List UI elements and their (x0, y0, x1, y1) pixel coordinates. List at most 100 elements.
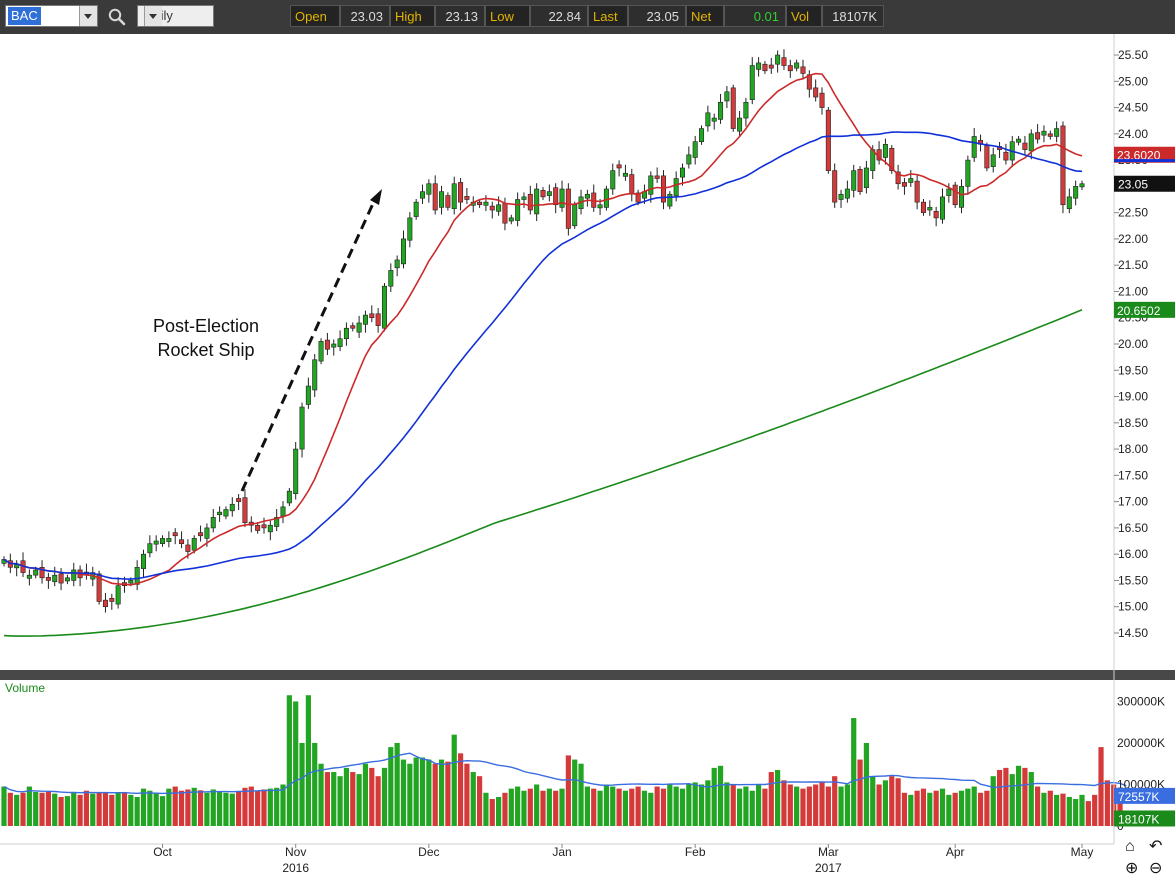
volume-bar (312, 742, 318, 826)
volume-bar (134, 796, 140, 826)
volume-bar (1028, 772, 1034, 826)
volume-bar (686, 784, 692, 826)
zoom-out-icon[interactable]: ⊖ (1149, 860, 1163, 877)
volume-bar (901, 792, 908, 826)
year-label: 2016 (282, 861, 309, 875)
candle (1066, 196, 1072, 210)
volume-panel-title: Volume (5, 681, 45, 695)
volume-bar (933, 790, 939, 826)
open-value: 23.03 (340, 5, 390, 27)
candle (445, 195, 451, 208)
candle (762, 63, 768, 72)
candle (343, 327, 349, 340)
price-volume-chart[interactable]: Post-Election Rocket Ship Volume Oct Nov D… (0, 34, 1175, 883)
candle (280, 506, 286, 517)
search-icon[interactable] (107, 7, 127, 27)
volume-bar (356, 774, 362, 826)
volume-bar (197, 790, 204, 826)
candle (14, 564, 20, 569)
candle (388, 270, 394, 287)
volume-bar (293, 701, 299, 826)
annotation-line-1: Post-Election (153, 316, 259, 336)
volume-bar (83, 790, 90, 826)
volume-bar (927, 792, 933, 826)
volume-bar (521, 790, 527, 826)
volume-bar (1015, 765, 1022, 826)
ma-mid-line (3, 131, 1083, 580)
candle (375, 313, 381, 326)
volume-bar (96, 792, 102, 826)
volume-bar (857, 759, 863, 826)
candle (794, 62, 800, 69)
candle (889, 147, 895, 171)
candle (546, 191, 552, 196)
period-select[interactable]: Daily (137, 5, 214, 27)
volume-bar (876, 784, 882, 826)
volume-bar (483, 792, 489, 826)
volume-bar (413, 757, 419, 826)
candle (844, 188, 850, 199)
candle (857, 168, 863, 192)
period-dropdown-chevron-icon[interactable] (144, 6, 162, 26)
candle (305, 385, 311, 405)
volume-bar (14, 794, 20, 826)
price-tick-label: 15.00 (1118, 600, 1148, 614)
candle (851, 170, 857, 191)
volume-bar (578, 763, 584, 826)
volume-bar (343, 767, 350, 826)
volume-bar (692, 782, 698, 826)
volume-bar (717, 765, 724, 826)
candle (540, 190, 546, 198)
candle (718, 102, 724, 120)
volume-bar (147, 790, 153, 826)
volume-bar (895, 778, 901, 826)
ma-mid-marker (1114, 159, 1175, 163)
candle (832, 170, 838, 203)
symbol-dropdown-chevron-icon[interactable] (79, 6, 97, 26)
candle (553, 187, 559, 206)
candle (102, 599, 108, 608)
price-tick-label: 22.00 (1118, 232, 1148, 246)
volume-bar (229, 793, 235, 826)
price-tick-label: 24.50 (1118, 101, 1148, 115)
chart-nav-buttons: ⌂ ↶ ⊕ ⊖ (1123, 839, 1171, 881)
avg-volume-box (1114, 787, 1175, 804)
zoom-in-icon[interactable]: ⊕ (1125, 860, 1139, 877)
volume-bar (426, 759, 432, 826)
volume-bar (565, 755, 571, 826)
volume-bar (939, 788, 946, 826)
price-tick-label: 25.50 (1118, 48, 1148, 62)
month-label: Mar (818, 845, 839, 859)
candle (420, 191, 426, 199)
volume-bar (109, 794, 115, 826)
volume-bar (369, 767, 375, 826)
candle (160, 538, 166, 544)
undo-icon[interactable]: ↶ (1149, 838, 1163, 855)
candle (26, 574, 32, 579)
volume-bar (984, 790, 990, 826)
candle (483, 201, 489, 206)
candle (71, 569, 77, 581)
volume-bar (64, 796, 71, 826)
volume-bar (476, 776, 483, 826)
candle (261, 524, 267, 529)
symbol-value: BAC (8, 7, 41, 25)
volume-bar (844, 784, 850, 826)
volume-bar (331, 772, 337, 826)
volume-bar (673, 786, 679, 826)
symbol-input[interactable]: BAC (5, 5, 98, 27)
candle (610, 170, 616, 190)
candle (534, 188, 540, 215)
volume-bar (813, 784, 819, 826)
candle (825, 109, 831, 171)
home-icon[interactable]: ⌂ (1125, 838, 1135, 855)
volume-bar (77, 794, 83, 826)
candle (324, 339, 330, 350)
candle (699, 128, 705, 143)
volume-bar (1092, 794, 1098, 826)
volume-bar (965, 788, 971, 826)
candle (686, 154, 692, 165)
volume-bar (299, 742, 305, 826)
volume-bar (508, 788, 514, 826)
volume-bar (419, 757, 426, 826)
